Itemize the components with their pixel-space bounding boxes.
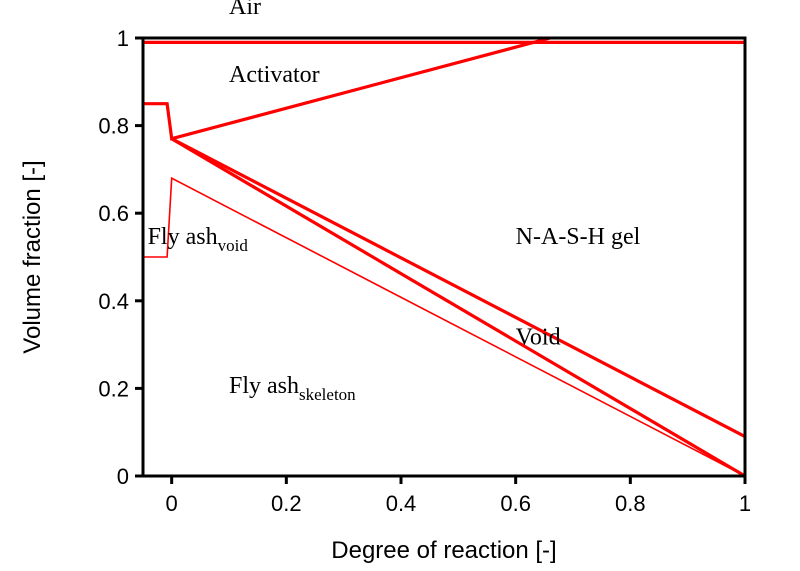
annotation-subscript: void: [218, 236, 249, 255]
y-tick-label: 0.8: [98, 114, 129, 139]
series-void-boundary: [170, 137, 746, 478]
annotation-label: Air: [229, 0, 261, 20]
annotation-text: Activator: [229, 62, 320, 88]
axis-ticks: 0 0.2 0.4 0.6 0.8 1 0 0.2 0.4 0.6 0.8 1: [98, 26, 751, 516]
annotation-label: Fly ashskeleton: [229, 373, 356, 404]
annotation-text: Fly ash: [148, 224, 218, 250]
x-tick-label: 0.8: [615, 491, 646, 516]
series-fly-ash-void-boundary: [143, 176, 746, 477]
y-tick-label: 0.2: [98, 376, 129, 401]
annotation-label: Fly ashvoid: [148, 224, 249, 255]
x-tick-label: 1: [739, 491, 751, 516]
annotation-label: Void: [516, 325, 561, 351]
annotation-label: Activator: [229, 62, 320, 88]
y-tick-label: 1: [117, 26, 129, 51]
annotation-text: Fly ash: [229, 373, 299, 399]
annotation-subscript: skeleton: [299, 385, 356, 404]
series-lines: [143, 36, 746, 478]
x-tick-label: 0.6: [500, 491, 531, 516]
annotation-text: Void: [516, 325, 561, 351]
x-tick-label: 0.2: [271, 491, 302, 516]
y-axis-label: Volume fraction [-]: [19, 160, 46, 353]
series-gel-upper-boundary: [170, 137, 746, 439]
y-tick-label: 0.6: [98, 201, 129, 226]
plot-frame: [141, 36, 747, 478]
x-axis-label: Degree of reaction [-]: [331, 537, 556, 564]
y-tick-label: 0: [117, 464, 129, 489]
x-tick-label: 0: [166, 491, 178, 516]
annotation-text: N-A-S-H gel: [516, 224, 641, 250]
annotation-label: N-A-S-H gel: [516, 224, 641, 250]
x-tick-label: 0.4: [386, 491, 417, 516]
y-tick-label: 0.4: [98, 289, 129, 314]
series-activator-boundary: [143, 36, 551, 141]
annotation-text: Air: [229, 0, 261, 20]
